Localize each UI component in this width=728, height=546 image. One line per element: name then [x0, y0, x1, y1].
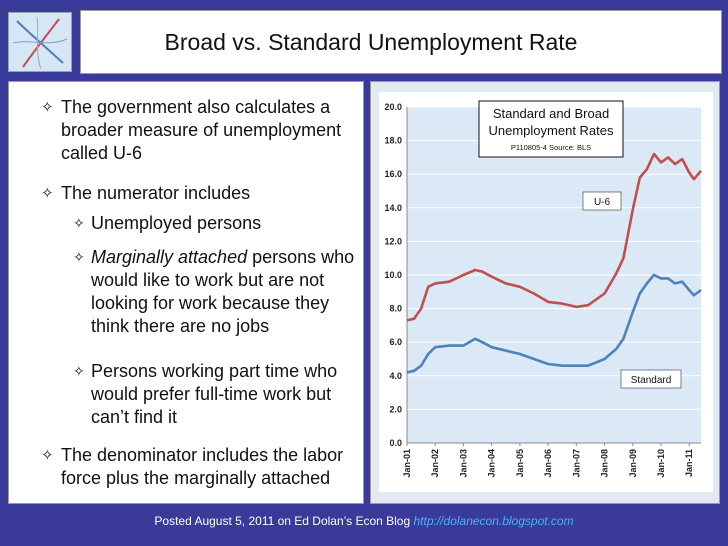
sub-bullet-item: ✧ Unemployed persons: [73, 212, 361, 235]
y-tick-label: 0.0: [389, 438, 402, 448]
diamond-star-icon: ✧: [73, 249, 85, 265]
bullet-item: ✧ The numerator includes: [41, 182, 361, 205]
x-tick-label: Jan-03: [458, 449, 468, 478]
slide-title: Broad vs. Standard Unemployment Rate: [164, 28, 578, 55]
bullet-text: persons who would like to work but are n…: [91, 247, 355, 336]
y-tick-label: 8.0: [389, 304, 402, 314]
title-bar: Broad vs. Standard Unemployment Rate: [80, 10, 722, 74]
x-tick-label: Jan-08: [600, 449, 610, 478]
x-tick-label: Jan-07: [571, 449, 581, 478]
series-lines: [406, 152, 702, 374]
diamond-star-icon: ✧: [41, 185, 54, 202]
y-tick-label: 14.0: [384, 203, 402, 213]
y-tick-label: 2.0: [389, 404, 402, 414]
diamond-star-icon: ✧: [41, 447, 54, 464]
x-tick-label: Jan-10: [656, 449, 666, 478]
diamond-star-icon: ✧: [73, 363, 85, 379]
unemployment-chart: 0.02.04.06.08.010.012.014.016.018.020.0 …: [379, 92, 713, 492]
y-tick-label: 18.0: [384, 136, 402, 146]
blog-link[interactable]: http://dolanecon.blogspot.com: [413, 514, 574, 528]
x-tick-label: Jan-04: [487, 449, 497, 478]
sub-bullet-item: ✧ Persons working part time who would pr…: [73, 360, 361, 429]
logo-graphic: [9, 13, 71, 71]
label-standard: Standard: [620, 369, 682, 389]
y-tick-label: 12.0: [384, 236, 402, 246]
y-tick-label: 20.0: [384, 102, 402, 112]
footer: Posted August 5, 2011 on Ed Dolan’s Econ…: [0, 514, 728, 528]
chart-title-box: Standard and Broad Unemployment Rates P1…: [478, 100, 624, 158]
x-tick-label: Jan-01: [402, 449, 412, 478]
x-tick-label: Jan-09: [628, 449, 638, 478]
bullet-text: The denominator includes the labor force…: [61, 445, 344, 488]
diamond-star-icon: ✧: [41, 99, 54, 116]
bullet-text: The numerator includes: [61, 183, 251, 203]
label-u6: U-6: [582, 191, 622, 211]
y-tick-label: 6.0: [389, 337, 402, 347]
bullet-panel: ✧ The government also calculates a broad…: [8, 81, 364, 504]
chart-title-line-2: Unemployment Rates: [489, 123, 614, 138]
x-tick-label: Jan-11: [684, 449, 694, 477]
chart-panel: 0.0 2.0 4.0 6.0 8.0 10.0 12.0 14.0 16.0 18.0 20.0 …: [370, 81, 720, 504]
bullet-text: Persons working part time who would pref…: [91, 361, 338, 427]
diamond-star-icon: ✧: [73, 215, 85, 231]
x-axis: Jan-01 Jan-02 Jan-03 Jan-04 Jan-05 Jan-06 Jan-…: [402, 442, 701, 478]
y-tick-label: 4.0: [389, 371, 402, 381]
bullet-text: The government also calculates a broader…: [61, 97, 342, 163]
series-label-u6: U-6: [594, 197, 611, 208]
series-label-standard: Standard: [631, 375, 672, 386]
y-tick-label: 10.0: [384, 270, 402, 280]
series-line-u6: [406, 152, 702, 322]
logo-image: [8, 12, 72, 72]
y-axis: 0.0 2.0 4.0 6.0 8.0 10.0 12.0 14.0 16.0 18.0 20.0: [384, 102, 408, 448]
bullet-item: ✧ The denominator includes the labor for…: [41, 444, 361, 490]
series-line-standard: [406, 273, 702, 374]
bullet-italic-lead: Marginally attached: [91, 247, 248, 267]
footer-text: Posted August 5, 2011 on Ed Dolan’s Econ…: [154, 514, 414, 528]
bullet-item: ✧ The government also calculates a broad…: [41, 96, 361, 165]
x-tick-label: Jan-06: [543, 449, 553, 478]
y-tick-label: 16.0: [384, 169, 402, 179]
x-tick-label: Jan-05: [515, 449, 525, 478]
x-tick-label: Jan-02: [430, 449, 440, 478]
chart-title-line-1: Standard and Broad: [493, 106, 609, 121]
chart-subtitle: P110805-4 Source: BLS: [511, 143, 591, 152]
sub-bullet-item: ✧ Marginally attached persons who would …: [73, 246, 361, 338]
bullet-text: Unemployed persons: [91, 213, 262, 233]
